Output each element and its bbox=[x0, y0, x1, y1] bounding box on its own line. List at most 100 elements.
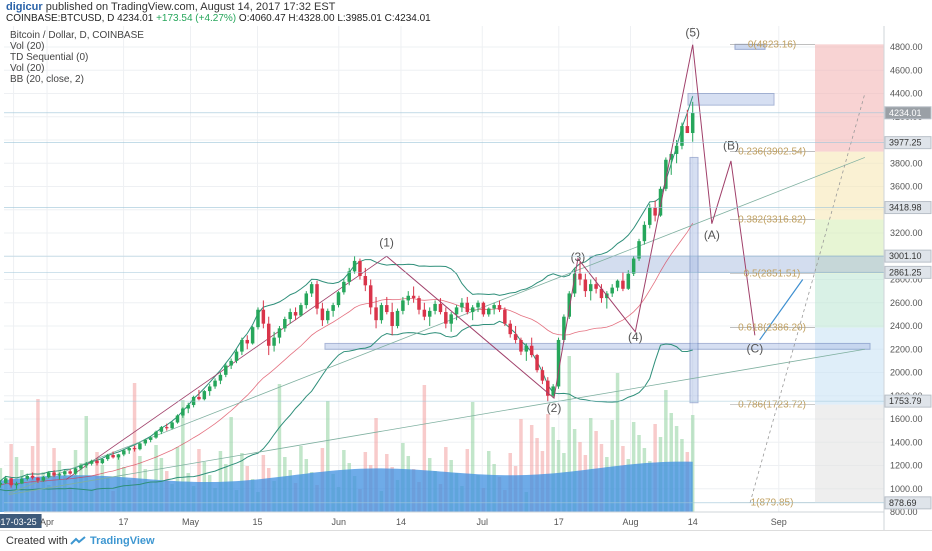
x-tick-label: Sep bbox=[771, 517, 787, 527]
candle bbox=[352, 256, 357, 274]
wave-label: (3) bbox=[571, 250, 586, 264]
candle bbox=[272, 331, 276, 352]
candle bbox=[111, 451, 115, 459]
y-tick-label: 2600.00 bbox=[890, 298, 923, 308]
candle bbox=[658, 186, 663, 217]
fib-zone bbox=[815, 151, 884, 220]
candle bbox=[299, 302, 303, 317]
candle bbox=[304, 291, 309, 309]
candle bbox=[0, 480, 3, 488]
candle bbox=[46, 471, 51, 479]
author-name[interactable]: digicur bbox=[6, 1, 43, 13]
candle bbox=[36, 477, 40, 483]
volume-bar bbox=[197, 449, 201, 512]
target-box bbox=[687, 93, 775, 106]
price-level-tag bbox=[884, 201, 932, 215]
fib-zone bbox=[815, 219, 884, 274]
x-tick-label: 17 bbox=[554, 517, 564, 527]
wave-label: (A) bbox=[704, 228, 720, 242]
candle bbox=[529, 337, 534, 358]
volume-bar bbox=[529, 425, 534, 512]
candle bbox=[417, 295, 421, 315]
candle bbox=[25, 473, 29, 481]
wave-label: (C) bbox=[747, 342, 764, 356]
x-tick-label: May bbox=[182, 517, 200, 527]
price-level-tag bbox=[884, 496, 932, 510]
volume-bar bbox=[175, 447, 180, 512]
fib-level-label: 0.786(1723.72) bbox=[738, 400, 806, 411]
candle bbox=[218, 372, 223, 385]
projection-arrow bbox=[759, 279, 804, 341]
x-tick-label: Apr bbox=[40, 517, 54, 527]
candle bbox=[245, 335, 250, 350]
x-tick-label: Jun bbox=[332, 517, 347, 527]
candle bbox=[637, 238, 641, 261]
volume-bar bbox=[615, 373, 620, 512]
trend-line bbox=[8, 348, 865, 495]
bb-lower-band bbox=[0, 320, 693, 492]
chart-header: digicur published on TradingView.com, Au… bbox=[0, 0, 932, 26]
candle bbox=[68, 468, 72, 475]
candle bbox=[20, 477, 24, 485]
candle bbox=[567, 291, 572, 320]
volume-bar bbox=[422, 385, 427, 512]
candle bbox=[197, 389, 201, 401]
y-tick-label: 3200.00 bbox=[890, 228, 923, 238]
y-tick-label: 3600.00 bbox=[890, 182, 923, 192]
candle bbox=[648, 203, 652, 229]
x-tick-label: 2017-03-25 bbox=[0, 517, 37, 527]
candle bbox=[449, 312, 453, 332]
candle bbox=[224, 363, 228, 378]
x-tick-label: Jul bbox=[477, 517, 489, 527]
price-level-label: 1753.79 bbox=[889, 396, 922, 406]
candle bbox=[52, 470, 56, 478]
candle bbox=[487, 307, 491, 317]
volume-bar bbox=[36, 399, 40, 512]
candle bbox=[207, 384, 212, 396]
price-chart[interactable]: (1) (2) (3) (4) (5) (A) (B) (C) 0(4823.16) 0.236… bbox=[0, 26, 932, 530]
candle bbox=[422, 302, 427, 321]
candle bbox=[669, 151, 673, 175]
y-tick-label: 2200.00 bbox=[890, 344, 923, 354]
wave-label: (2) bbox=[547, 401, 562, 415]
candle bbox=[202, 389, 207, 401]
candle bbox=[642, 221, 647, 245]
fib-zone bbox=[815, 273, 884, 328]
candle bbox=[546, 377, 550, 402]
candle bbox=[390, 302, 394, 336]
y-tick-label: 1400.00 bbox=[890, 437, 923, 447]
candle bbox=[653, 200, 657, 222]
candle bbox=[513, 326, 518, 344]
candle bbox=[395, 308, 400, 329]
candle bbox=[41, 475, 46, 482]
candle bbox=[309, 281, 314, 297]
candle bbox=[315, 280, 319, 315]
y-tick-label: 4800.00 bbox=[890, 42, 923, 52]
price-level-tag bbox=[884, 106, 932, 120]
fib-zone bbox=[815, 404, 884, 503]
symbol-line: COINBASE:BTCUSD, D 4234.01 +173.54 (+4.2… bbox=[6, 13, 431, 24]
candle bbox=[427, 307, 432, 326]
volume-bar bbox=[218, 451, 223, 512]
candle bbox=[79, 464, 83, 471]
x-tick-highlight bbox=[0, 514, 42, 528]
candle bbox=[331, 302, 335, 317]
candle bbox=[374, 296, 378, 329]
candle bbox=[342, 279, 346, 295]
published-text: published on TradingView.com, August 14,… bbox=[45, 1, 336, 13]
candle bbox=[519, 337, 523, 356]
candle bbox=[14, 481, 19, 489]
y-tick-label: 800.00 bbox=[890, 507, 918, 517]
candle bbox=[159, 425, 164, 435]
tradingview-brand[interactable]: TradingView bbox=[90, 535, 155, 547]
candle bbox=[535, 353, 539, 373]
candle bbox=[470, 305, 475, 321]
fib-level-label: 0.382(3316.82) bbox=[738, 214, 806, 225]
candle bbox=[213, 378, 217, 389]
price-level-tag bbox=[884, 136, 932, 150]
candle bbox=[148, 436, 153, 443]
volume-bar bbox=[572, 429, 577, 512]
projection-line bbox=[749, 93, 866, 503]
elliott-wave-path bbox=[386, 44, 756, 400]
y-tick-label: 1200.00 bbox=[890, 461, 923, 471]
